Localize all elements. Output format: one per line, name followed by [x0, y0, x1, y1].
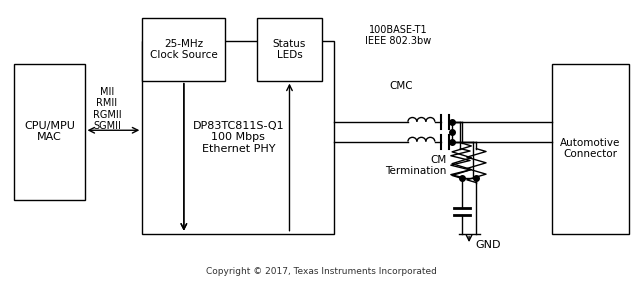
Text: CM
Termination: CM Termination [385, 155, 446, 176]
Bar [257, 18, 322, 81]
Bar [142, 41, 334, 234]
Text: Copyright © 2017, Texas Instruments Incorporated: Copyright © 2017, Texas Instruments Inco… [206, 267, 437, 276]
Bar [552, 64, 629, 234]
Bar [142, 18, 226, 81]
Text: DP83TC811S-Q1
100 Mbps
Ethernet PHY: DP83TC811S-Q1 100 Mbps Ethernet PHY [192, 121, 284, 154]
Bar [14, 64, 85, 200]
Text: 25-MHz
Clock Source: 25-MHz Clock Source [150, 39, 218, 60]
Text: CMC: CMC [390, 81, 413, 91]
Text: Status
LEDs: Status LEDs [273, 39, 306, 60]
Text: MII
RMII
RGMII
SGMII: MII RMII RGMII SGMII [93, 87, 122, 131]
Text: Automotive
Connector: Automotive Connector [560, 138, 620, 160]
Text: CPU/MPU
MAC: CPU/MPU MAC [24, 121, 75, 142]
Text: GND: GND [475, 240, 501, 250]
Text: 100BASE-T1
IEEE 802.3bw: 100BASE-T1 IEEE 802.3bw [365, 25, 431, 46]
